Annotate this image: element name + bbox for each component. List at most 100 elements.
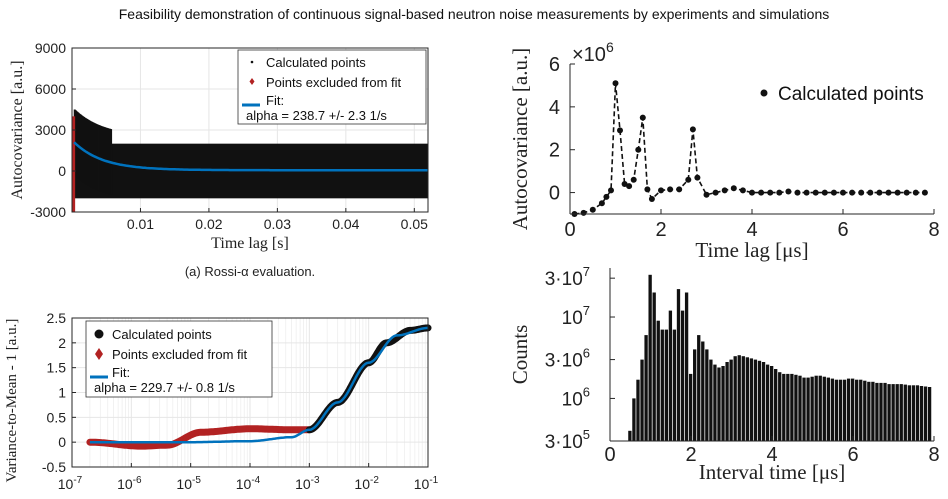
x-tick-label: 10-3	[295, 475, 320, 492]
data-point	[694, 174, 701, 181]
legend-label: Calculated points	[266, 55, 366, 70]
histogram-bar	[814, 375, 818, 441]
histogram-bar	[648, 274, 652, 441]
histogram-bar	[891, 384, 895, 441]
data-point	[608, 187, 614, 194]
histogram-bar	[798, 375, 802, 441]
x-tick-label: 8	[928, 219, 939, 241]
data-point	[580, 209, 587, 216]
legend-label: Points excluded from fit	[112, 347, 248, 362]
histogram-bar	[919, 386, 924, 441]
histogram-bar	[786, 373, 790, 441]
data-point	[867, 189, 874, 196]
y-axis-label: Autocovariance [a.u.]	[9, 60, 26, 199]
x-tick-label: 6	[837, 219, 848, 241]
data-point	[676, 186, 683, 193]
y-tick-label: 3·107	[545, 264, 590, 290]
histogram-bar	[632, 398, 636, 441]
data-point	[644, 186, 651, 193]
legend-box	[237, 49, 427, 125]
y-multiplier: ×106	[572, 39, 614, 66]
x-tick-label: 10-2	[354, 475, 379, 492]
data-point	[830, 189, 837, 196]
histogram-bar	[911, 385, 916, 441]
histogram-bar	[705, 349, 709, 441]
data-point	[840, 189, 846, 196]
data-point	[812, 189, 819, 196]
y-tick-label: 3·106	[545, 346, 590, 372]
autocov-us-chart: 0 2 4 6 8 0 2 4 6 ×106 Time lag [μs] Autocovariance…	[508, 39, 940, 262]
y-tick-label: 2	[58, 335, 66, 351]
y-tick-label: 3·105	[545, 427, 590, 453]
y-tick-label: -0.5	[42, 459, 66, 475]
x-tick-label: 0.05	[401, 216, 428, 232]
histogram-bar	[660, 329, 664, 441]
x-tick-label: 2	[655, 219, 666, 241]
x-tick-label: 0	[564, 219, 575, 241]
data-point	[912, 189, 919, 196]
histogram-bar	[668, 310, 673, 441]
x-tick-label: 8	[928, 444, 939, 466]
series-line	[574, 83, 925, 215]
legend-label: alpha = 229.7 +/- 0.8 1/s	[94, 380, 235, 395]
x-tick-label: 6	[847, 444, 858, 466]
histogram-bar	[822, 376, 826, 441]
histogram-bar	[733, 356, 737, 441]
x-axis-label: Interval time [μs]	[699, 460, 846, 484]
histogram-bar	[713, 364, 717, 441]
histogram-bar	[745, 357, 749, 441]
y-tick-label: 9000	[35, 40, 66, 56]
histogram-bar	[915, 385, 920, 441]
histogram-bar	[903, 384, 907, 441]
y-tick-label: 0	[58, 163, 66, 179]
legend: Calculated points	[760, 84, 924, 105]
x-axis-label: Time lag [s]	[211, 235, 289, 252]
histogram-bar	[778, 372, 782, 441]
data-point	[603, 193, 610, 200]
excluded-points	[86, 425, 313, 450]
histogram-bar	[887, 384, 891, 441]
data-point	[821, 189, 828, 196]
data-point	[767, 189, 774, 196]
data-point	[598, 200, 605, 207]
histogram-bar	[846, 378, 851, 441]
data-point	[648, 196, 655, 202]
histogram-bar	[850, 378, 855, 441]
histogram-bar	[709, 359, 713, 441]
y-tick-label: 107	[562, 303, 590, 329]
interval-hist-chart: 0 2 4 6 8 3·105 106 3·106 107 3·107 Interval time …	[508, 264, 940, 484]
histogram-bar	[729, 359, 733, 441]
histogram-bar	[688, 373, 693, 441]
histogram-bar	[883, 382, 887, 441]
histogram-bar	[810, 376, 814, 441]
histogram-bar	[879, 382, 883, 441]
legend-marker	[760, 89, 768, 97]
x-axis-label: Time lag [μs]	[695, 238, 808, 262]
vtm-chart: 10-7 10-6 10-5 10-4 10-3 10-2 10-1 -0.5 0 0.5 1 1.5…	[4, 310, 439, 492]
legend-marker-excluded	[95, 348, 103, 360]
data-point	[689, 126, 696, 133]
histogram-bar	[842, 379, 847, 441]
data-point	[721, 187, 728, 194]
histogram-bar	[806, 377, 810, 441]
histogram-bar	[684, 292, 689, 441]
legend-box	[85, 320, 273, 398]
histogram-bar	[636, 379, 640, 441]
histogram-bar	[855, 379, 859, 441]
histogram-bar	[765, 364, 770, 441]
rossi-chart: 0.01 0.02 0.03 0.04 0.05 -3000 0 3000 6000 9000 Ti…	[9, 40, 429, 279]
x-tick-label: 4	[746, 219, 757, 241]
histogram-bar	[753, 359, 758, 441]
y-axis-label: Autocovariance [a.u.]	[508, 48, 532, 231]
data-point	[612, 80, 619, 87]
page-title: Feasibility demonstration of continuous …	[118, 6, 830, 22]
data-point	[794, 189, 801, 196]
histogram-bar	[782, 373, 786, 441]
histogram-bar	[693, 349, 697, 441]
data-point	[617, 127, 623, 134]
histogram-bar	[644, 335, 648, 441]
data-point	[658, 187, 664, 194]
histogram-bar	[628, 430, 632, 441]
histogram-bar	[818, 375, 822, 441]
